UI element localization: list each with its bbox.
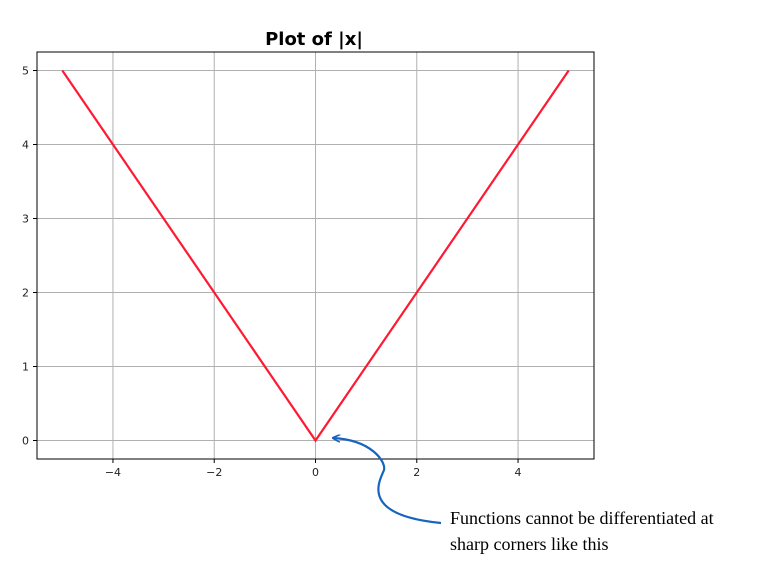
annotation-text-line-1: Functions cannot be differentiated at <box>450 508 714 528</box>
x-tick-label: 0 <box>312 466 319 479</box>
x-tick-label: −4 <box>105 466 121 479</box>
grid <box>37 52 594 459</box>
y-tick-label: 5 <box>22 65 29 78</box>
y-tick-label: 3 <box>22 213 29 226</box>
y-tick-label: 0 <box>22 435 29 448</box>
x-tick-label: 4 <box>515 466 522 479</box>
series-line <box>61 69 570 443</box>
annotation-arrow <box>333 438 442 525</box>
annotation-text-line-2: sharp corners like this <box>450 534 608 554</box>
y-tick-label: 2 <box>22 287 29 300</box>
series-layer <box>61 69 570 443</box>
axis-ticks: −4 −2 0 2 4 0 1 2 3 4 5 <box>22 65 522 480</box>
x-tick-label: −2 <box>206 466 222 479</box>
y-tick-label: 4 <box>22 139 29 152</box>
x-tick-label: 2 <box>413 466 420 479</box>
y-tick-label: 1 <box>22 361 29 374</box>
chart-title: Plot of |x| <box>265 29 363 50</box>
